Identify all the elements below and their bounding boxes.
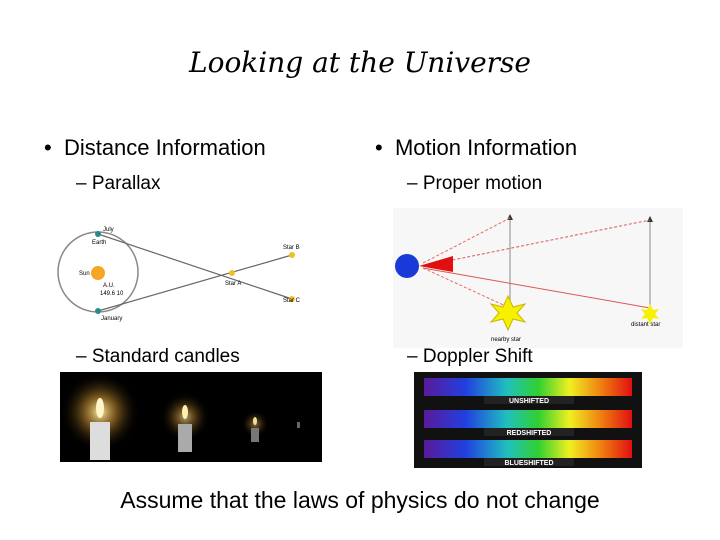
slide-title: Looking at the Universe [189, 46, 531, 79]
candles-image [60, 372, 322, 462]
label: Star A [225, 281, 241, 287]
sub-bullet-text: Doppler Shift [422, 346, 533, 367]
label: 149.6 10 [100, 291, 124, 297]
spectrum-label: BLUESHIFTED [505, 460, 554, 467]
bullet-text: Distance Information [63, 135, 266, 160]
bullet: • Motion Information [375, 135, 578, 160]
footer-text: Assume that the laws of physics do not c… [120, 487, 600, 513]
sub-bullet-text: Proper motion [422, 173, 543, 194]
sub-bullet: – Standard candles [76, 346, 240, 367]
sub-bullet-text: Parallax [91, 173, 161, 194]
spectrum-label: REDSHIFTED [507, 430, 552, 437]
spectra-image: UNSHIFTED REDSHIFTED BLUESHIFTED [414, 372, 642, 468]
label: distant star [631, 322, 660, 328]
sub-bullet: – Proper motion [407, 173, 543, 194]
label: Star C [283, 298, 301, 304]
label: January [101, 316, 122, 322]
label: Earth [92, 240, 106, 246]
sub-bullet-text: Standard candles [91, 346, 240, 367]
label: nearby star [491, 337, 521, 343]
bullet-text: Motion Information [394, 135, 578, 160]
label: Star B [283, 245, 300, 251]
label: Sun [79, 271, 90, 277]
proper-motion-diagram: nearby star distant star [393, 208, 683, 348]
sub-bullet: – Parallax [76, 173, 161, 194]
parallax-diagram: July Earth Sun A.U. 149.6 10 January Sta… [57, 227, 301, 322]
label: July [103, 227, 114, 233]
sub-bullet: – Doppler Shift [407, 346, 533, 367]
spectrum-label: UNSHIFTED [509, 398, 549, 405]
label: A.U. [103, 283, 115, 289]
bullet: • Distance Information [44, 135, 266, 160]
